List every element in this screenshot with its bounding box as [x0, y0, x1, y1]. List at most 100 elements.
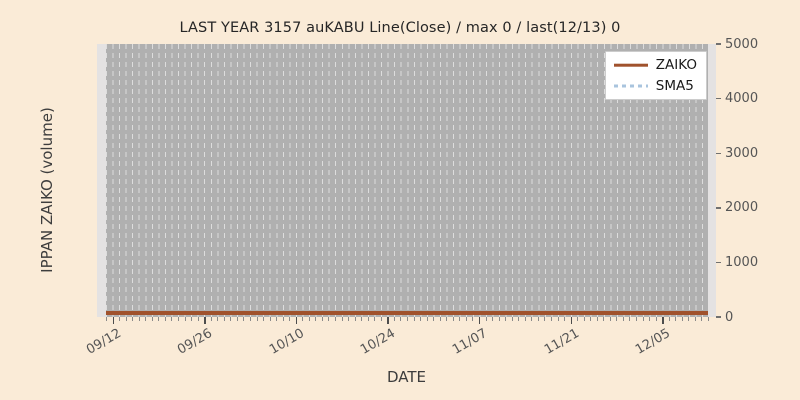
x-axis-minor-tick	[413, 317, 415, 321]
x-axis-minor-tick	[537, 317, 539, 321]
x-axis-minor-tick	[328, 317, 330, 321]
x-axis-minor-tick	[649, 317, 651, 321]
x-axis-minor-tick	[321, 317, 323, 321]
x-axis-minor-tick	[616, 317, 618, 321]
x-axis-major-tick	[387, 317, 389, 324]
x-axis-minor-tick	[694, 317, 696, 321]
x-axis-minor-tick	[407, 317, 408, 321]
x-axis-minor-tick	[210, 317, 212, 321]
y-axis-tick-mark	[716, 207, 721, 209]
x-axis-minor-tick	[485, 317, 487, 321]
x-axis-minor-tick	[335, 317, 337, 321]
y-axis: 0 1000 2000 3000 4000 5000	[716, 37, 800, 325]
x-axis-minor-tick	[380, 317, 382, 321]
x-axis-minor-tick	[426, 317, 428, 321]
y-axis-tick-mark	[716, 152, 721, 154]
x-axis-tick-label: 10/24	[358, 326, 399, 358]
x-axis-minor-tick	[341, 317, 343, 321]
y-axis-tick-label: 2000	[725, 200, 759, 216]
x-axis-minor-tick	[289, 317, 291, 321]
x-axis-minor-tick	[531, 317, 533, 321]
y-axis-tick-label: 1000	[725, 254, 759, 270]
x-axis-minor-tick	[132, 317, 134, 321]
x-axis-ticks	[97, 317, 716, 325]
x-axis-minor-tick	[681, 317, 683, 321]
x-axis-minor-tick	[315, 317, 317, 321]
x-axis-minor-tick	[688, 317, 690, 321]
x-axis-minor-tick	[263, 317, 265, 321]
x-axis-minor-tick	[106, 317, 107, 321]
x-axis-minor-tick	[583, 317, 585, 321]
x-axis-minor-tick	[164, 317, 166, 321]
x-axis-minor-tick	[655, 317, 657, 321]
x-axis-minor-tick	[282, 317, 284, 321]
x-axis-minor-tick	[492, 317, 494, 321]
x-axis-minor-tick	[636, 317, 638, 321]
x-axis-minor-tick	[701, 317, 703, 321]
x-axis-minor-tick	[302, 317, 304, 321]
legend-label-sma5: SMA5	[655, 78, 694, 94]
x-axis-major-tick	[662, 317, 664, 324]
x-axis-minor-tick	[177, 317, 179, 321]
legend-item-sma5[interactable]: SMA5	[613, 78, 697, 94]
x-axis-minor-tick	[256, 317, 258, 321]
x-axis-minor-tick	[393, 317, 395, 321]
x-axis-tick-label: 12/05	[633, 326, 674, 358]
x-axis-minor-tick	[420, 317, 422, 321]
x-axis-minor-tick	[276, 317, 278, 321]
y-axis-tick-mark	[716, 316, 721, 318]
x-axis-major-tick	[112, 317, 114, 324]
x-axis-minor-tick	[400, 317, 402, 321]
legend-item-zaiko[interactable]: ZAIKO	[613, 57, 697, 73]
x-axis-minor-tick	[629, 317, 631, 321]
plot-area: ZAIKO SMA5	[97, 44, 716, 317]
plot-left-margin-strip	[97, 44, 106, 317]
x-axis-minor-tick	[138, 317, 140, 321]
y-axis-tick-label: 4000	[725, 91, 759, 107]
y-axis-tick-mark	[716, 261, 721, 264]
x-axis-minor-tick	[217, 317, 219, 321]
y-axis-tick-mark	[716, 97, 721, 100]
x-axis-minor-tick	[505, 317, 507, 321]
x-axis-minor-tick	[603, 317, 605, 321]
x-axis-major-tick	[478, 317, 481, 324]
x-axis-minor-tick	[564, 317, 566, 321]
x-axis-minor-tick	[524, 317, 526, 321]
x-axis-minor-tick	[151, 317, 153, 321]
x-axis-minor-tick	[158, 317, 160, 321]
x-axis-tick-label: 10/10	[266, 326, 307, 358]
x-axis-major-tick	[204, 317, 206, 324]
x-axis-tick-labels: 09/12 09/26 10/10 10/24 11/07 11/21 12/05	[84, 326, 716, 366]
x-axis-title: DATE	[386, 368, 427, 386]
x-axis-minor-tick	[590, 317, 592, 321]
x-axis-minor-tick	[465, 317, 467, 321]
x-axis-minor-tick	[197, 317, 199, 321]
x-axis-minor-tick	[446, 317, 448, 321]
x-axis-tick-label: 09/26	[175, 326, 216, 358]
plot-right-margin-strip	[708, 44, 716, 317]
x-axis-minor-tick	[367, 317, 369, 321]
x-axis-minor-tick	[171, 317, 173, 321]
legend-label-zaiko: ZAIKO	[655, 57, 697, 73]
series-line-zaiko	[106, 311, 708, 315]
x-axis-minor-tick	[609, 317, 611, 321]
x-axis-tick-label: 09/12	[83, 326, 124, 358]
x-axis-minor-tick	[452, 317, 454, 321]
x-axis-minor-tick	[223, 317, 225, 321]
x-axis-minor-tick	[243, 317, 245, 321]
chart-legend[interactable]: ZAIKO SMA5	[604, 51, 707, 100]
x-axis-minor-tick	[596, 317, 598, 321]
x-axis-minor-tick	[348, 317, 350, 321]
x-axis-minor-tick	[577, 317, 579, 321]
x-axis-minor-tick	[361, 317, 363, 321]
y-axis-tick-mark	[716, 43, 721, 45]
legend-swatch-solid-line-icon	[613, 59, 648, 71]
x-axis-minor-tick	[557, 317, 559, 321]
x-axis-minor-tick	[145, 317, 147, 321]
y-axis-tick-label: 0	[725, 309, 734, 325]
x-axis-minor-tick	[184, 317, 186, 321]
x-axis-minor-tick	[308, 317, 310, 321]
x-axis-minor-tick	[191, 317, 193, 321]
x-axis-minor-tick	[708, 317, 709, 321]
